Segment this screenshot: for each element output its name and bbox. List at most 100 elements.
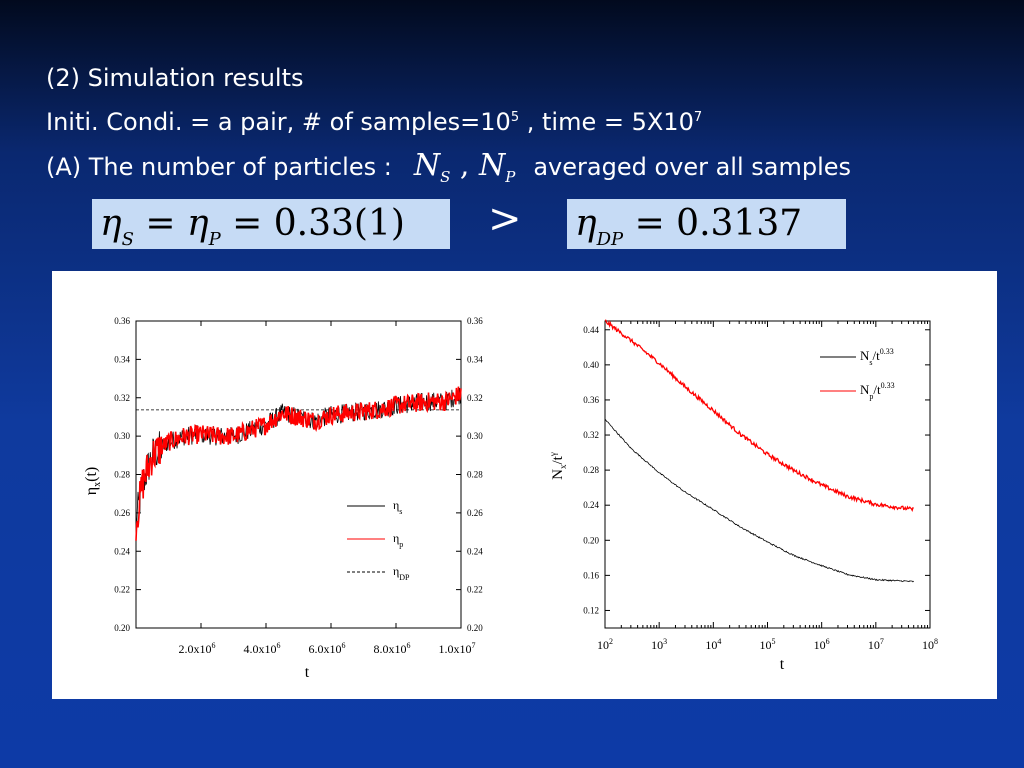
y-tick-label: 0.28 <box>583 465 599 475</box>
x-axis-label: t <box>780 656 785 673</box>
tick-mantissa: 8.0x10 <box>374 642 407 656</box>
tick-mantissa: 2.0x10 <box>179 642 212 656</box>
y-tick-label-left: 0.32 <box>114 393 130 403</box>
slide-heading: (2) Simulation results <box>46 64 304 92</box>
tick-base: 10 <box>705 638 717 652</box>
charts-panel: 0.20 0.20 0.22 0.22 0.24 0.24 0.26 0.26 0.28 0.28… <box>52 271 997 699</box>
y-tick-label-left: 0.20 <box>114 623 130 633</box>
initial-conditions-line: Initi. Condi. = a pair, # of samples=105… <box>46 108 702 136</box>
y-tick-label: 0.24 <box>583 500 599 510</box>
x-tick-label: 8.0x106 <box>374 641 411 656</box>
legend-sup: 0.33 <box>881 381 895 390</box>
samples-exponent: 5 <box>510 110 520 125</box>
y-tick-label-right: 0.28 <box>467 470 483 480</box>
tick-exponent: 7 <box>880 637 884 646</box>
particles-prefix: (A) The number of particles : <box>46 153 392 181</box>
legend-sub: p <box>869 392 873 401</box>
legend-eta: η <box>393 531 399 545</box>
x-tick-label: 1.0x107 <box>439 641 476 656</box>
legend-sub: s <box>869 358 872 367</box>
y-axis-label: ηx(t) <box>83 467 103 495</box>
tick-base: 10 <box>868 638 880 652</box>
legend-label: Np/t0.33 <box>860 381 895 401</box>
y-tick-label: 0.44 <box>583 325 599 335</box>
tick-mantissa: 1.0x10 <box>439 642 472 656</box>
tick-exponent: 6 <box>212 641 216 650</box>
eta-dp-equation: ηDP = 0.3137 <box>567 199 846 250</box>
y-tick-label-right: 0.32 <box>467 393 483 403</box>
y-tick-label-right: 0.22 <box>467 585 483 595</box>
eta-sub-s: S <box>121 229 134 250</box>
eta-symbol: η <box>100 203 122 244</box>
x-tick-label: 108 <box>922 637 938 652</box>
x-tick-label: 107 <box>868 637 884 652</box>
math-comma: , <box>450 148 479 183</box>
tick-exponent: 4 <box>717 637 721 646</box>
eta-sp-value: = 0.33(1) <box>220 203 405 244</box>
eta-dp-value: = 0.3137 <box>623 203 803 244</box>
ylabel-rest: (t) <box>83 467 100 482</box>
ylabel-eta: η <box>83 487 100 495</box>
y-axis-label: Nx/tγ <box>548 452 568 480</box>
equals-sign: = <box>133 203 187 244</box>
legend-label: ηs <box>393 498 402 516</box>
y-tick-label-left: 0.36 <box>114 316 130 326</box>
legend-sub: p <box>399 540 403 549</box>
legend-sub: s <box>399 507 402 516</box>
series-line-np <box>604 319 914 513</box>
legend-eta: η <box>393 564 399 578</box>
y-tick-label: 0.20 <box>583 535 599 545</box>
tick-exponent: 7 <box>472 641 476 650</box>
y-tick-label-right: 0.26 <box>467 508 483 518</box>
y-tick-label: 0.40 <box>583 360 599 370</box>
y-tick-label-left: 0.24 <box>114 546 130 556</box>
particles-line: (A) The number of particles : NS , NP aver… <box>46 148 851 186</box>
x-tick-label: 102 <box>597 637 613 652</box>
legend-base: N <box>860 382 870 397</box>
y-tick-label-left: 0.22 <box>114 585 130 595</box>
x-axis-label: t <box>305 664 310 681</box>
legend-base: N <box>860 348 870 363</box>
tick-base: 10 <box>922 638 934 652</box>
ylabel-sup: γ <box>548 452 558 457</box>
legend-sup: 0.33 <box>880 347 894 356</box>
tick-base: 10 <box>760 638 772 652</box>
y-tick-label-right: 0.24 <box>467 546 483 556</box>
x-tick-label: 6.0x106 <box>309 641 346 656</box>
time-exponent: 7 <box>693 110 703 125</box>
y-tick-label-right: 0.20 <box>467 623 483 633</box>
ylabel-sub: x <box>558 464 568 469</box>
legend-eta: η <box>393 498 399 512</box>
plot-frame <box>135 320 462 629</box>
tick-base: 10 <box>651 638 663 652</box>
y-tick-label: 0.36 <box>583 395 599 405</box>
ns-N: N <box>413 148 441 183</box>
eta-symbol: η <box>575 203 597 244</box>
legend-label: Ns/t0.33 <box>860 347 894 367</box>
series-line-ns <box>604 418 914 583</box>
tick-mantissa: 4.0x10 <box>244 642 277 656</box>
tick-exponent: 6 <box>277 641 281 650</box>
y-tick-label: 0.32 <box>583 430 599 440</box>
eta-symbol: η <box>186 203 209 244</box>
y-tick-label-right: 0.36 <box>467 316 483 326</box>
tick-exponent: 6 <box>826 637 830 646</box>
legend-label: ηp <box>393 531 403 549</box>
tick-exponent: 6 <box>407 641 411 650</box>
y-tick-label-left: 0.26 <box>114 508 130 518</box>
np-symbol: NP <box>478 148 515 186</box>
y-tick-label: 0.12 <box>583 605 599 615</box>
np-N: N <box>478 148 506 183</box>
y-tick-label-right: 0.34 <box>467 354 483 364</box>
charts-svg: 0.20 0.20 0.22 0.22 0.24 0.24 0.26 0.26 0.28 0.28… <box>83 316 938 681</box>
tick-exponent: 6 <box>342 641 346 650</box>
conditions-text: Initi. Condi. = a pair, # of samples=10 <box>46 108 511 136</box>
tick-exponent: 3 <box>663 637 667 646</box>
eta-vs-t-chart: 0.20 0.20 0.22 0.22 0.24 0.24 0.26 0.26 0.28 0.28… <box>83 316 483 681</box>
time-text: , time = 5X10 <box>519 108 694 136</box>
x-tick-label: 2.0x106 <box>179 641 216 656</box>
tick-exponent: 8 <box>934 637 938 646</box>
y-tick-label-left: 0.30 <box>114 431 130 441</box>
x-tick-label: 104 <box>705 637 721 652</box>
